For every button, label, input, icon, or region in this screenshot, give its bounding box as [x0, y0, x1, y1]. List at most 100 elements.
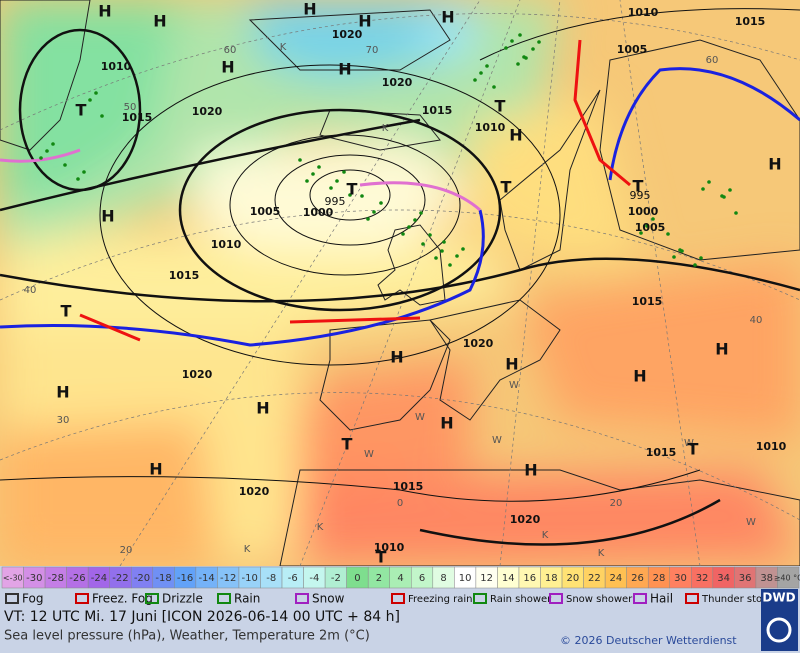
map-label: 30 — [57, 415, 70, 426]
isobar — [99, 64, 561, 366]
symbol-label: Freez. Fog — [92, 592, 153, 606]
rain-dot — [348, 193, 352, 197]
rain-dot — [734, 211, 738, 215]
rain-dot — [63, 163, 67, 167]
color-scale-label: 16 — [523, 573, 536, 584]
map-label: T — [76, 101, 87, 120]
symbol-label: Fog — [22, 592, 43, 606]
map-label: H — [149, 460, 162, 479]
color-scale-cell — [777, 566, 800, 589]
coastline — [248, 9, 451, 71]
warm-front — [573, 39, 631, 187]
map-label: H — [221, 58, 234, 77]
rain-dot — [434, 256, 438, 260]
map-label: 20 — [610, 498, 623, 509]
color-scale-label: -4 — [309, 573, 319, 584]
rain-dot — [100, 114, 104, 118]
rain-dot — [504, 46, 508, 50]
isobar — [309, 169, 391, 221]
map-label: K — [382, 123, 389, 134]
map-label: 1015 — [632, 295, 663, 308]
color-scale-label: 8 — [440, 573, 446, 584]
rain-dot — [485, 64, 489, 68]
color-scale-label: 28 — [653, 573, 666, 584]
rain-dot — [442, 240, 446, 244]
map-label: H — [633, 367, 646, 386]
rain-dot — [479, 71, 483, 75]
color-scale-label: 6 — [419, 573, 425, 584]
rain-dot — [518, 33, 522, 37]
map-label: H — [101, 207, 114, 226]
rain-dot — [421, 242, 425, 246]
map-label: 40 — [750, 315, 763, 326]
rain-dot — [372, 210, 376, 214]
map-label: K — [598, 548, 605, 559]
map-label: W — [492, 435, 502, 446]
rain-dot — [366, 217, 370, 221]
graticule — [0, 209, 800, 301]
map-label: W — [746, 517, 756, 528]
rain-dot — [419, 211, 423, 215]
coastline — [319, 109, 441, 151]
map-label: W — [364, 449, 374, 460]
map-label: T — [376, 548, 387, 567]
map-label: 1015 — [735, 15, 766, 28]
map-label: H — [153, 12, 166, 31]
map-label: 1020 — [182, 368, 213, 381]
occluded-front — [0, 148, 481, 212]
map-label: 1000 — [303, 206, 334, 219]
map-label: T — [633, 177, 644, 196]
map-label: 0 — [397, 498, 403, 509]
isobar — [0, 469, 701, 502]
coastline — [0, 0, 91, 151]
rain-dot — [510, 39, 514, 43]
map-label: 40 — [24, 285, 37, 296]
isobar — [419, 498, 721, 546]
rain-dot — [448, 263, 452, 267]
graticule — [0, 392, 800, 521]
rain-dot — [413, 218, 417, 222]
color-scale-label: -16 — [177, 573, 193, 584]
symbol-label: Freezing rain — [408, 594, 472, 605]
warm-front — [79, 313, 421, 342]
color-scale-label: -22 — [112, 573, 128, 584]
symbol-icon — [549, 593, 563, 604]
map-label: H — [303, 0, 316, 19]
map-label: H — [98, 2, 111, 21]
color-scale-label: -10 — [242, 573, 258, 584]
map-label: 1020 — [192, 105, 223, 118]
rain-dot — [82, 170, 86, 174]
map-label: H — [358, 12, 371, 31]
symbol-icon — [633, 593, 647, 604]
temperature-area — [260, 470, 800, 566]
isobar — [0, 257, 800, 303]
map-label: H — [768, 155, 781, 174]
rain-dot — [461, 247, 465, 251]
coastline — [499, 89, 601, 271]
color-scale-label: 18 — [545, 573, 558, 584]
color-scale-label: -26 — [69, 573, 85, 584]
symbol-icon — [473, 593, 487, 604]
rain-dot — [722, 195, 726, 199]
map-label: K — [244, 544, 251, 555]
rain-dot — [672, 255, 676, 259]
rain-dot — [531, 47, 535, 51]
color-scale-label: -24 — [91, 573, 107, 584]
map-label: 1010 — [374, 541, 405, 554]
color-scale-label: -2 — [331, 573, 341, 584]
map-label: H — [715, 340, 728, 359]
map-label: T — [688, 440, 699, 459]
map-label: H — [524, 461, 537, 480]
map-label: 60 — [706, 55, 719, 66]
color-scale-label: 22 — [588, 573, 601, 584]
symbol-icon — [295, 593, 309, 604]
rain-dot — [645, 224, 649, 228]
rain-dot — [693, 263, 697, 267]
rain-dot — [305, 179, 309, 183]
map-label: T — [342, 435, 353, 454]
graticule — [0, 13, 800, 131]
rain-dot — [473, 78, 477, 82]
map-label: H — [56, 383, 69, 402]
